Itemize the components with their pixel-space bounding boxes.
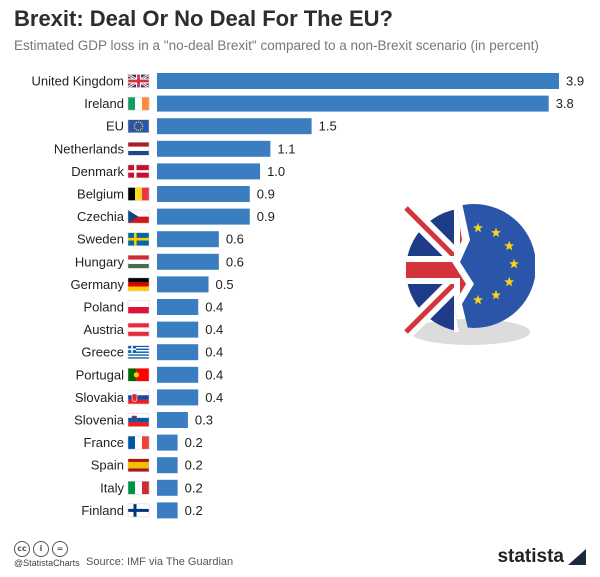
bar[interactable] xyxy=(157,366,199,383)
value-label: 0.6 xyxy=(226,232,244,247)
category-label: Ireland xyxy=(84,96,124,111)
category-label: Slovakia xyxy=(75,390,125,405)
flag-icon-be xyxy=(127,187,150,201)
category-label: Greece xyxy=(81,345,124,360)
no-derivatives-icon: = xyxy=(52,540,68,557)
bar[interactable] xyxy=(157,253,219,270)
category-label: Italy xyxy=(100,480,124,495)
flag-icon-fr xyxy=(127,435,150,450)
category-label: Slovenia xyxy=(74,413,125,428)
flag-icon-gr xyxy=(127,345,150,359)
bar[interactable] xyxy=(157,276,209,293)
value-label: 0.4 xyxy=(205,322,223,337)
bar[interactable] xyxy=(157,502,178,519)
value-label: 3.8 xyxy=(556,96,574,111)
license-icons: cc i = xyxy=(14,540,71,558)
bar[interactable] xyxy=(157,412,188,428)
value-label: 0.4 xyxy=(205,345,223,360)
bar[interactable] xyxy=(157,163,261,180)
value-label: 1.1 xyxy=(277,141,295,156)
value-label: 1.0 xyxy=(267,164,285,179)
flag-icon-hu xyxy=(127,255,150,269)
bar[interactable] xyxy=(157,140,271,157)
category-label: Spain xyxy=(91,458,124,473)
flag-icon-fi xyxy=(127,503,150,518)
bar[interactable] xyxy=(157,479,178,496)
bar[interactable] xyxy=(157,457,178,474)
category-label: Poland xyxy=(84,300,124,315)
flag-icon-se xyxy=(127,232,150,246)
category-label: Belgium xyxy=(77,187,124,202)
social-handle: @StatistaCharts xyxy=(14,558,80,568)
value-label: 1.5 xyxy=(319,119,337,134)
creative-commons-icon: cc xyxy=(14,540,30,557)
bar[interactable] xyxy=(157,95,549,112)
category-label: Czechia xyxy=(77,209,125,224)
value-label: 0.4 xyxy=(205,300,223,315)
category-label: Netherlands xyxy=(54,141,125,156)
value-label: 0.6 xyxy=(226,254,244,269)
value-label: 0.5 xyxy=(216,277,234,292)
bar[interactable] xyxy=(157,389,199,406)
category-label: Denmark xyxy=(71,164,124,179)
bar[interactable] xyxy=(157,299,199,315)
value-label: 0.2 xyxy=(185,458,203,473)
flag-icon-it xyxy=(127,481,150,495)
statista-logo[interactable]: statista xyxy=(497,546,586,568)
category-label: Sweden xyxy=(77,232,124,247)
value-label: 0.4 xyxy=(205,390,223,405)
category-label: Austria xyxy=(84,322,125,337)
statista-logo-icon xyxy=(568,548,586,565)
bar[interactable] xyxy=(157,208,250,225)
flag-icon-eu xyxy=(127,119,150,133)
value-label: 3.9 xyxy=(566,74,584,89)
bar[interactable] xyxy=(157,186,250,202)
flag-icon-nl xyxy=(127,142,150,156)
flag-icon-sk xyxy=(127,390,150,405)
chart-title: Brexit: Deal Or No Deal For The EU? xyxy=(14,6,393,31)
flag-icon-pl xyxy=(127,300,150,314)
flag-icon-pt xyxy=(127,368,150,382)
flag-icon-es xyxy=(127,458,150,472)
source-note: Source: IMF via The Guardian xyxy=(86,556,234,568)
bar[interactable] xyxy=(157,434,178,451)
flag-icon-dk xyxy=(127,164,150,179)
value-label: 0.4 xyxy=(205,367,223,382)
value-label: 0.3 xyxy=(195,413,213,428)
value-label: 0.2 xyxy=(185,503,203,518)
category-label: EU xyxy=(106,119,124,134)
bar[interactable] xyxy=(157,231,219,248)
flag-icon-si xyxy=(127,413,150,427)
flag-icon-at xyxy=(127,322,150,337)
flag-icon-cz xyxy=(127,209,150,224)
attribution-icon: i xyxy=(33,540,49,557)
brexit-flag-illustration xyxy=(401,203,535,345)
category-label: France xyxy=(84,435,124,450)
bar[interactable] xyxy=(157,321,199,338)
bar[interactable] xyxy=(157,73,559,89)
value-label: 0.9 xyxy=(257,209,275,224)
category-label: Finland xyxy=(81,503,124,518)
category-label: Hungary xyxy=(75,254,125,269)
category-label: United Kingdom xyxy=(32,74,125,89)
bar[interactable] xyxy=(157,118,312,135)
chart-subtitle: Estimated GDP loss in a "no-deal Brexit"… xyxy=(14,38,539,53)
flag-icon-de xyxy=(127,277,150,292)
bar[interactable] xyxy=(157,344,199,361)
category-label: Portugal xyxy=(76,367,125,382)
category-label: Germany xyxy=(71,277,125,292)
value-label: 0.9 xyxy=(257,187,275,202)
flag-icon-ie xyxy=(127,96,150,111)
value-label: 0.2 xyxy=(185,435,203,450)
flag-icon-gb xyxy=(127,73,150,89)
value-label: 0.2 xyxy=(185,480,203,495)
